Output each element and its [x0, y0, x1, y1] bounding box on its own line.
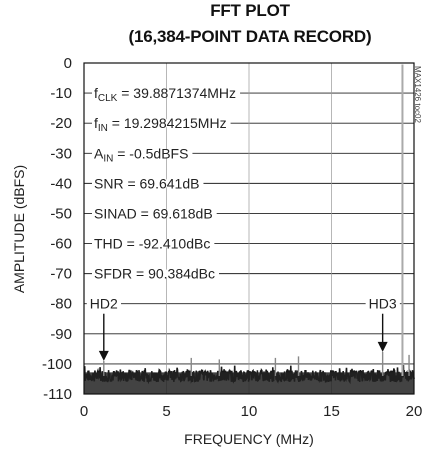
x-tick-label: 10 — [241, 403, 258, 420]
x-tick-label: 15 — [323, 403, 340, 420]
marker-arrow-head — [377, 341, 388, 352]
y-tick-label: -50 — [50, 205, 72, 222]
annotation-sub: IN — [98, 123, 108, 134]
annotation-main: SFDR = 90.384dBc — [94, 266, 215, 282]
x-tick-label: 0 — [80, 403, 88, 420]
annotation-main: THD = -92.410dBc — [94, 236, 210, 252]
annotation-text: SINAD = 69.618dB — [94, 205, 213, 221]
annotation-bg — [92, 209, 217, 218]
y-tick-label: -70 — [50, 266, 72, 283]
chart-subtitle: (16,384-POINT DATA RECORD) — [129, 27, 372, 46]
annotation-rest: = 19.2984215MHz — [108, 115, 227, 131]
fft-trace — [83, 64, 415, 394]
annotation-sub: IN — [103, 153, 113, 164]
annotation-bg — [92, 269, 220, 278]
marker-label: HD3 — [369, 296, 397, 312]
y-tick-label: -60 — [50, 236, 72, 253]
side-text: MAX1426 toc02 — [413, 66, 422, 123]
annotation-text: SFDR = 90.384dBc — [94, 266, 215, 282]
y-tick-label: -100 — [42, 356, 72, 373]
x-axis-label: FREQUENCY (MHz) — [184, 431, 314, 447]
x-tick-labels: 0 5 10 15 20 — [80, 403, 422, 420]
annotation-bg — [92, 239, 215, 248]
marker-arrow-head — [98, 350, 109, 361]
annotation-text: fCLK = 39.8871374MHz — [94, 85, 236, 104]
annotation-main: f — [94, 115, 98, 131]
annotation-lines — [86, 89, 400, 308]
y-tick-label: -30 — [50, 145, 72, 162]
annotation-text: THD = -92.410dBc — [94, 236, 210, 252]
annotation-bg — [92, 149, 193, 158]
marker-label: HD2 — [90, 296, 118, 312]
annotation-text: AIN = -0.5dBFS — [94, 145, 188, 164]
x-tick-label: 20 — [406, 403, 422, 420]
x-tick-label: 5 — [162, 403, 170, 420]
marker-bg — [86, 299, 122, 308]
noise-floor — [83, 364, 415, 385]
annotation-text: fIN = 19.2984215MHz — [94, 115, 227, 134]
y-tick-label: -110 — [43, 386, 72, 403]
annotation-text: SNR = 69.641dB — [94, 175, 199, 191]
y-tick-label: -20 — [50, 115, 72, 132]
y-tick-label: -90 — [50, 326, 72, 343]
y-axis-label: AMPLITUDE (dBFS) — [11, 165, 27, 293]
annotation-bg — [92, 179, 204, 188]
annotation-rest: = 39.8871374MHz — [117, 85, 236, 101]
marker-bg — [365, 299, 400, 308]
y-tick-labels: 0 -10 -20 -30 -40 -50 -60 -70 -80 -90 -100 -110 — [42, 55, 72, 403]
y-tick-label: -40 — [50, 175, 72, 192]
annotation-bg — [92, 119, 231, 128]
annotation-sub: CLK — [98, 93, 118, 104]
grid — [84, 63, 414, 394]
y-tick-label: 0 — [64, 55, 72, 72]
annotation-bg — [92, 89, 241, 98]
noise-floor-fill — [84, 372, 414, 394]
plot-frame — [83, 62, 415, 395]
y-tick-label: -80 — [50, 296, 72, 313]
y-tick-label: -10 — [50, 85, 72, 102]
annotation-main: A — [94, 145, 104, 161]
chart-title: FFT PLOT — [210, 1, 290, 20]
annotation-rest: = -0.5dBFS — [113, 145, 188, 161]
annotation-main: SNR = 69.641dB — [94, 175, 199, 191]
annotation-main: f — [94, 85, 98, 101]
annotation-main: SINAD = 69.618dB — [94, 205, 213, 221]
harmonic-markers: HD2 HD3 — [90, 296, 397, 361]
